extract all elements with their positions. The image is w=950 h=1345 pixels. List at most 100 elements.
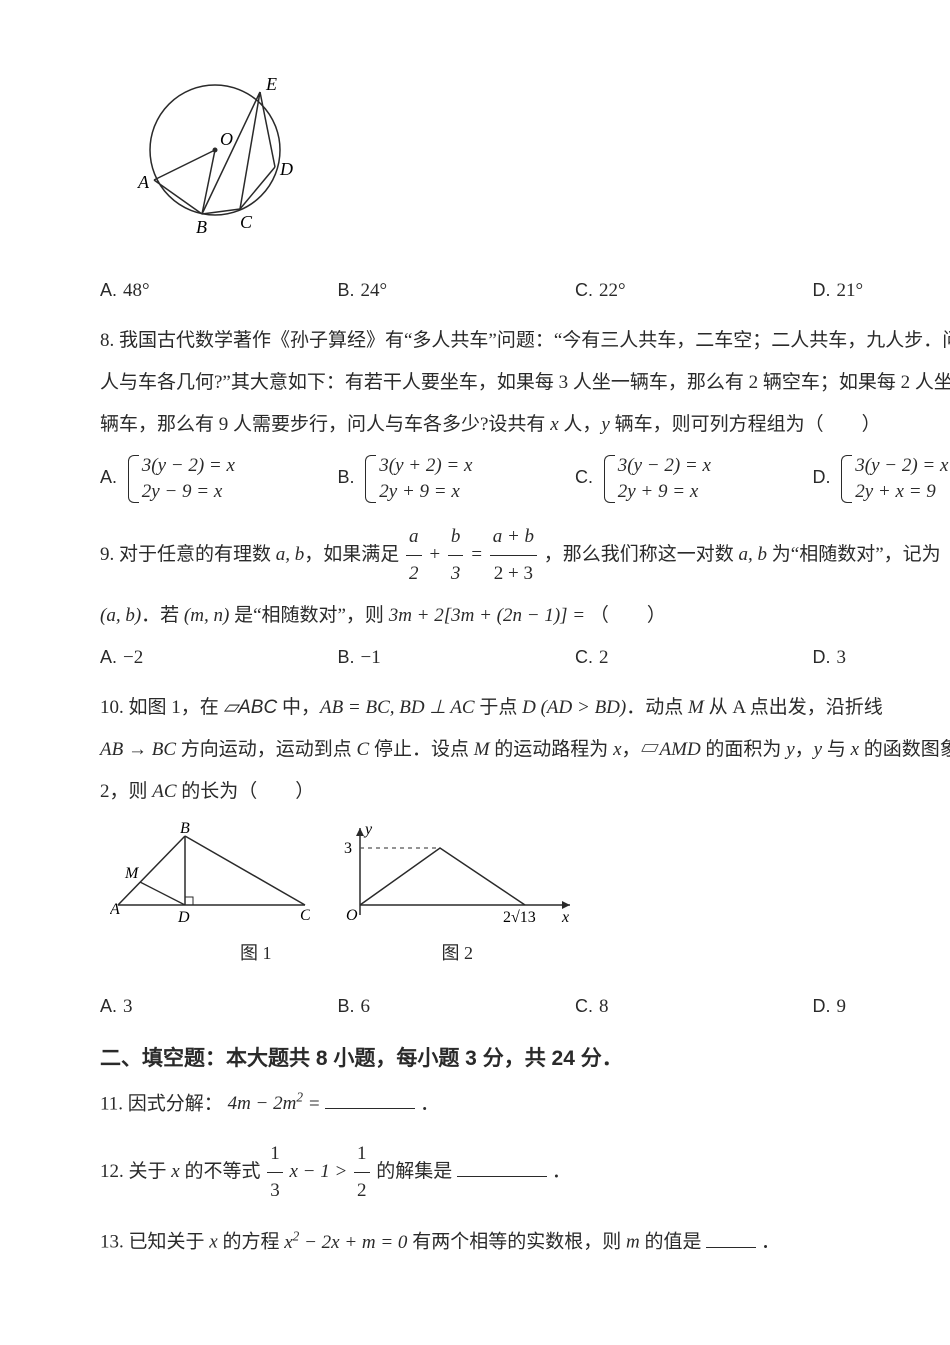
svg-text:D: D bbox=[279, 159, 293, 179]
svg-text:E: E bbox=[265, 74, 277, 94]
q10-t1b: 中， bbox=[277, 697, 320, 718]
q8-c-l1: 3(y − 2) = x bbox=[618, 453, 711, 479]
q8-options: A. 3(y − 2) = x2y − 9 = x B. 3(y + 2) = … bbox=[100, 453, 950, 504]
q10-amd: AMD bbox=[660, 739, 701, 760]
svg-text:3: 3 bbox=[344, 840, 352, 857]
q10-fig2: 3 y O x 2√13 bbox=[330, 820, 580, 930]
q9-expr: 3m + 2[3m + (2n − 1)] = bbox=[389, 605, 585, 626]
svg-text:A: A bbox=[110, 901, 120, 918]
svg-text:C: C bbox=[300, 907, 310, 924]
q7-b-text: 24° bbox=[361, 280, 388, 301]
q9-t2: ，如果满足 bbox=[304, 544, 404, 565]
q12: 12. 关于 x 的不等式 13 x − 1 > 12 的解集是 ． bbox=[100, 1136, 950, 1209]
q10-opt-d: D.9 bbox=[813, 989, 950, 1025]
q9-line2: (a, b)．若 (m, n) 是“相随数对”，则 3m + 2[3m + (2… bbox=[100, 598, 950, 634]
fig1-cap: 图 1 bbox=[240, 936, 272, 970]
q7-d-text: 21° bbox=[837, 280, 864, 301]
q10-t2f: ， bbox=[795, 739, 814, 760]
q11-sup: 2 bbox=[296, 1090, 303, 1105]
q10-line2: AB → BC 方向运动，运动到点 C 停止．设点 M 的运动路程为 x，▱AM… bbox=[100, 732, 950, 768]
q8-opt-d: D. 3(y − 2) = x2y + x = 9 bbox=[813, 453, 950, 504]
q10-a: 3 bbox=[123, 996, 133, 1017]
q9-t1: 对于任意的有理数 bbox=[119, 544, 276, 565]
q9-paren: （ ） bbox=[590, 605, 666, 626]
frac-den: 3 bbox=[448, 555, 464, 592]
q12-blank bbox=[457, 1165, 547, 1177]
q9-d: 3 bbox=[837, 647, 847, 668]
q7-circle-diagram: O A B C D E bbox=[120, 60, 950, 253]
q13-t3: 有两个相等的实数根，则 bbox=[412, 1232, 626, 1253]
q8-body3b: 人， bbox=[559, 414, 602, 435]
q11: 11. 因式分解： 4m − 2m2 = ． bbox=[100, 1085, 950, 1122]
q9-l2b: ．若 bbox=[141, 605, 184, 626]
svg-text:x: x bbox=[561, 909, 569, 926]
q10-t2g: 与 bbox=[822, 739, 851, 760]
svg-text:2√13: 2√13 bbox=[503, 909, 536, 926]
eq: = bbox=[470, 544, 488, 565]
q8-body3: 辆车，那么有 9 人需要步行，问人与车各多少?设共有 bbox=[100, 414, 550, 435]
q10-opt-a: A.3 bbox=[100, 989, 338, 1025]
q8-b-l1: 3(y + 2) = x bbox=[379, 453, 472, 479]
q8-body3c: 辆车，则可列方程组为（ ） bbox=[610, 414, 881, 435]
q8-d-l1: 3(y − 2) = x bbox=[855, 453, 948, 479]
q13-tail: ． bbox=[761, 1232, 780, 1253]
q10-comma: ，▱ bbox=[622, 739, 660, 760]
q10-t1d: ．动点 bbox=[626, 697, 688, 718]
q9-pair-ab: (a, b) bbox=[100, 605, 141, 626]
q7-options: A.48° B.24° C.22° D.21° bbox=[100, 273, 950, 309]
q9-l2d: 是“相随数对”，则 bbox=[229, 605, 388, 626]
section2-heading: 二、填空题：本大题共 8 小题，每小题 3 分，共 24 分． bbox=[100, 1039, 950, 1079]
q8-opt-c: C. 3(y − 2) = x2y + 9 = x bbox=[575, 453, 813, 504]
plus: + bbox=[428, 544, 446, 565]
q8-x: x bbox=[550, 414, 558, 435]
q8-line3: 辆车，那么有 9 人需要步行，问人与车各多少?设共有 x 人，y 辆车，则可列方… bbox=[100, 407, 950, 443]
q7-opt-d: D. 21° bbox=[813, 273, 950, 309]
q10-t2c: 停止．设点 bbox=[369, 739, 474, 760]
q8-opt-b: B. 3(y + 2) = x2y + 9 = x bbox=[338, 453, 576, 504]
svg-text:y: y bbox=[363, 821, 373, 838]
q9-ab: a, b bbox=[276, 544, 305, 565]
q11-expr: 4m − 2m2 bbox=[228, 1093, 303, 1114]
q10-figures: A B C D M 3 y O x 2√13 bbox=[110, 820, 950, 930]
q9-b: −1 bbox=[361, 647, 381, 668]
q10-line3: 2，则 AC 的长为（ ） bbox=[100, 774, 950, 810]
frac-den: 2 bbox=[406, 555, 422, 592]
q10-captions: 图 1 图 2 bbox=[240, 936, 950, 970]
q10-t2e: 的面积为 bbox=[701, 739, 787, 760]
q10-y: y bbox=[786, 739, 794, 760]
frac-den: 2 + 3 bbox=[490, 555, 537, 592]
q10-num: 10. bbox=[100, 697, 124, 718]
q13-t4: 的值是 bbox=[640, 1232, 702, 1253]
q7-opt-a: A.48° bbox=[100, 273, 338, 309]
q10-t2b: 方向运动，运动到点 bbox=[176, 739, 357, 760]
q10-ac: AC bbox=[152, 781, 176, 802]
q10-t2h: 的函数图象如图 bbox=[859, 739, 950, 760]
svg-text:O: O bbox=[220, 129, 233, 149]
svg-text:D: D bbox=[177, 909, 190, 926]
q9-c: 2 bbox=[599, 647, 609, 668]
q13-x: x bbox=[209, 1232, 217, 1253]
q13-t2: 的方程 bbox=[218, 1232, 285, 1253]
q7-opt-b: B.24° bbox=[338, 273, 576, 309]
q11-blank bbox=[325, 1097, 415, 1109]
q10-y2: y bbox=[814, 739, 822, 760]
opt-letter: A. bbox=[100, 280, 117, 300]
q9-t4: 为“相随数对”，记为 bbox=[767, 544, 941, 565]
frac-num: a + b bbox=[490, 519, 537, 555]
q8-d-l2: 2y + x = 9 bbox=[855, 479, 948, 505]
fig2-cap: 图 2 bbox=[442, 936, 474, 970]
q9-a: −2 bbox=[123, 647, 143, 668]
q8-a-l1: 3(y − 2) = x bbox=[142, 453, 235, 479]
q13-blank bbox=[706, 1235, 756, 1247]
q10-t2d: 的运动路程为 bbox=[490, 739, 614, 760]
q9-ab2: a, b bbox=[739, 544, 768, 565]
q7-c-text: 22° bbox=[599, 280, 626, 301]
q10-d: 9 bbox=[837, 996, 847, 1017]
q8-y: y bbox=[601, 414, 609, 435]
q9-opt-c: C.2 bbox=[575, 640, 813, 676]
q13-expr: x2 − 2x + m = 0 bbox=[284, 1232, 407, 1253]
q10-opt-b: B.6 bbox=[338, 989, 576, 1025]
q10-t1e: 从 A 点出发，沿折线 bbox=[704, 697, 883, 718]
svg-text:O: O bbox=[346, 907, 358, 924]
opt-letter: D. bbox=[813, 280, 831, 300]
